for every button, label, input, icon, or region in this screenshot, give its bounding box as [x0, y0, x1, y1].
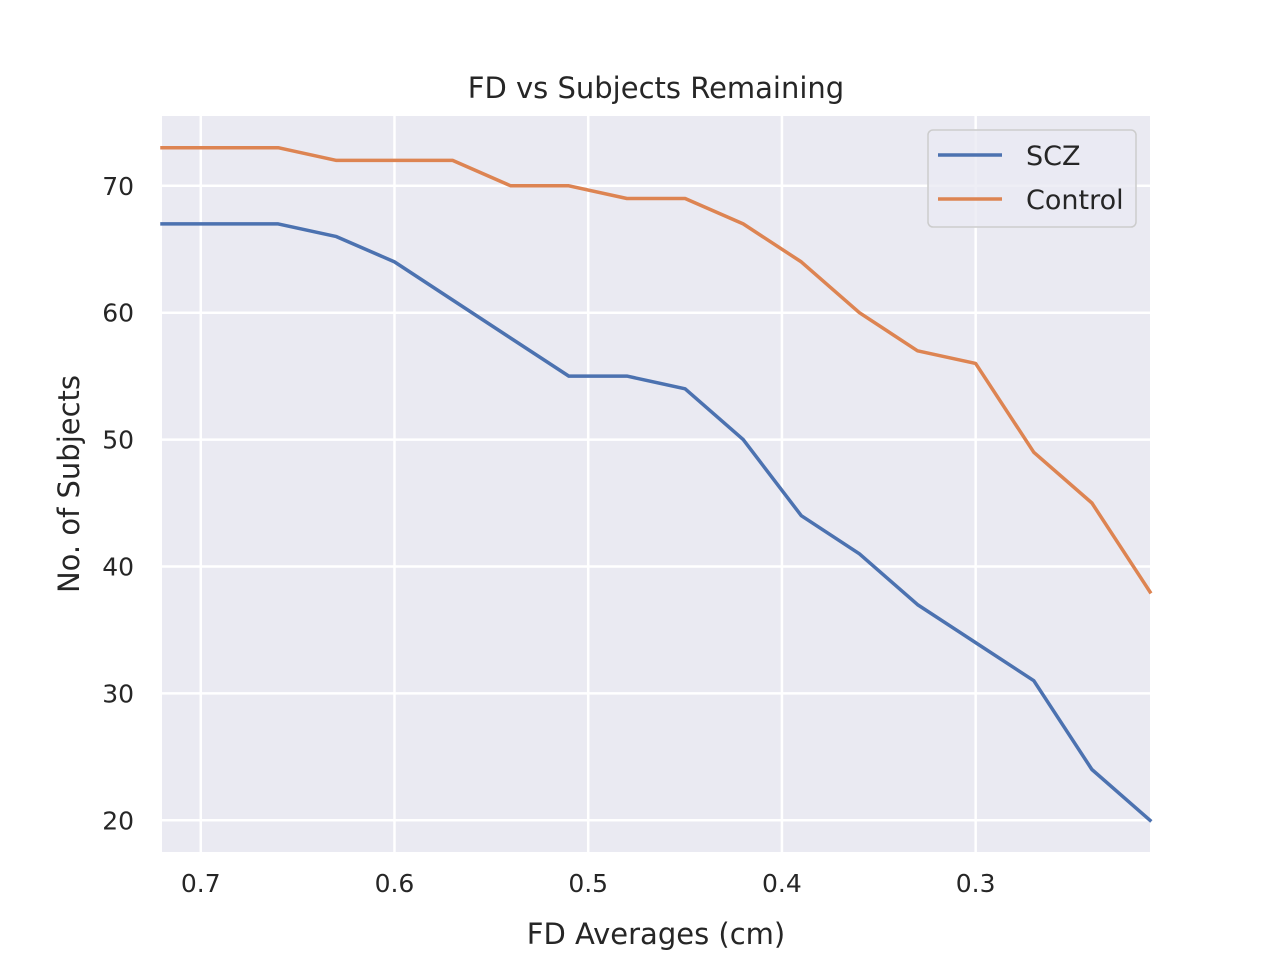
legend-label-scz: SCZ	[1026, 141, 1081, 172]
y-tick-label: 30	[102, 679, 134, 708]
x-axis-label: FD Averages (cm)	[527, 917, 785, 951]
series-line-control	[160, 145, 1153, 595]
x-tick-label: 0.3	[956, 869, 996, 898]
y-tick-label: 50	[102, 426, 134, 455]
plot-background	[162, 116, 1150, 852]
y-tick-labels: 20 30 40 50 60 70	[102, 172, 134, 835]
y-axis-label: No. of Subjects	[52, 375, 86, 593]
x-tick-label: 0.4	[762, 869, 802, 898]
y-tick-label: 60	[102, 299, 134, 328]
x-tick-label: 0.6	[375, 869, 415, 898]
legend-label-control: Control	[1026, 185, 1124, 216]
y-tick-label: 20	[102, 806, 134, 835]
x-tick-label: 0.7	[181, 869, 221, 898]
chart-title: FD vs Subjects Remaining	[468, 71, 844, 105]
series-line-scz	[160, 222, 1153, 823]
series-lines	[160, 145, 1153, 823]
legend: SCZ Control	[927, 129, 1137, 228]
y-tick-label: 40	[102, 552, 134, 581]
x-tick-label: 0.5	[568, 869, 608, 898]
y-tick-label: 70	[102, 172, 134, 201]
x-tick-labels: 0.7 0.6 0.5 0.4 0.3	[181, 869, 996, 898]
